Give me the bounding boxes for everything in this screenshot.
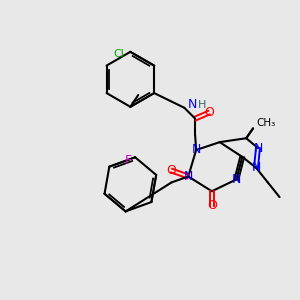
Text: N: N xyxy=(188,98,197,111)
Text: N: N xyxy=(253,142,263,154)
Text: N: N xyxy=(232,173,241,186)
Text: F: F xyxy=(125,154,132,167)
Text: O: O xyxy=(167,164,176,177)
Text: CH₃: CH₃ xyxy=(256,118,275,128)
Text: N: N xyxy=(191,143,201,157)
Text: O: O xyxy=(207,200,217,212)
Text: N: N xyxy=(184,170,193,183)
Text: Cl: Cl xyxy=(114,49,124,59)
Text: H: H xyxy=(198,100,206,110)
Text: O: O xyxy=(204,106,214,119)
Text: N: N xyxy=(251,161,261,174)
